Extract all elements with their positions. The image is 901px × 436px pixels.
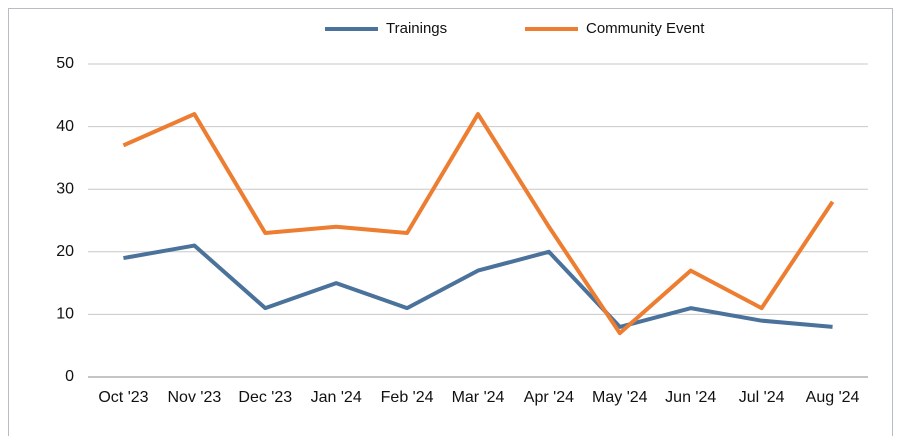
x-tick-label: Jun '24	[665, 389, 716, 406]
x-tick-label: Feb '24	[381, 389, 434, 406]
chart-border	[8, 8, 893, 436]
x-tick-label: May '24	[592, 389, 648, 406]
y-tick-label: 10	[56, 306, 74, 323]
x-tick-label: Dec '23	[238, 389, 292, 406]
legend-label: Community Event	[586, 20, 705, 37]
x-tick-label: Oct '23	[98, 389, 148, 406]
x-tick-label: Jul '24	[739, 389, 785, 406]
x-tick-label: Mar '24	[452, 389, 505, 406]
legend-label: Trainings	[386, 20, 447, 37]
line-series	[122, 112, 835, 336]
y-tick-label: 30	[56, 180, 74, 197]
y-tick-label: 50	[56, 55, 74, 72]
x-tick-label: Jan '24	[311, 389, 362, 406]
x-tick-label: Nov '23	[167, 389, 221, 406]
x-tick-label: Apr '24	[524, 389, 574, 406]
line-series	[123, 243, 833, 329]
x-tick-label: Aug '24	[806, 389, 860, 406]
y-tick-label: 0	[65, 368, 74, 385]
y-tick-label: 20	[56, 243, 74, 260]
y-tick-label: 40	[56, 118, 74, 135]
